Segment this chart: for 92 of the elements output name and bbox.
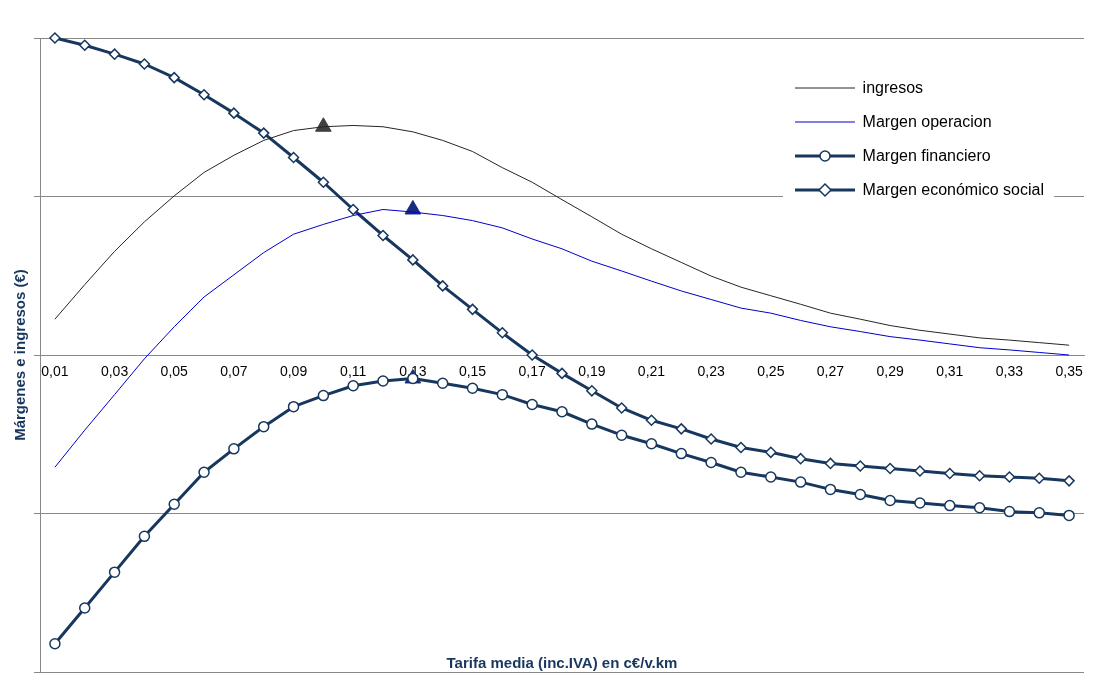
point	[317, 389, 330, 402]
point	[377, 229, 389, 242]
point	[198, 88, 210, 101]
point	[705, 433, 717, 445]
x-tick-label: 0,05	[160, 363, 189, 380]
point	[586, 385, 598, 397]
point	[914, 497, 926, 509]
point	[466, 303, 479, 316]
point	[78, 602, 91, 614]
point	[347, 380, 359, 392]
x-tick-label: 0,35	[1055, 363, 1083, 380]
point	[168, 498, 180, 511]
legend-label: Margen económico social	[862, 181, 1044, 199]
point	[914, 465, 926, 477]
x-tick-label: 0,29	[876, 363, 904, 380]
point	[794, 452, 807, 465]
x-tick-label: 0,09	[279, 363, 308, 380]
point	[973, 470, 986, 482]
point	[735, 441, 747, 454]
point	[556, 405, 568, 418]
point	[1033, 472, 1046, 485]
point	[466, 382, 479, 395]
point	[824, 457, 837, 470]
legend-label: Margen operacion	[862, 113, 992, 131]
point	[257, 420, 270, 433]
point	[615, 429, 628, 441]
x-tick-label: 0,03	[100, 363, 129, 380]
y-axis-title: Márgenes e ingresos (€)	[11, 269, 29, 441]
point	[675, 423, 688, 435]
point	[884, 462, 896, 475]
x-tick-label: 0,11	[340, 363, 367, 380]
x-axis-title: Tarifa media (inc.IVA) en c€/v.km	[446, 654, 678, 672]
point	[854, 488, 867, 501]
x-tick-label: 0,15	[458, 363, 487, 380]
point	[257, 127, 270, 139]
point	[556, 367, 568, 380]
point	[436, 377, 449, 389]
x-tick-label: 0,23	[697, 363, 725, 380]
point	[586, 418, 598, 430]
point	[496, 388, 509, 401]
point	[615, 402, 628, 414]
x-tick-label: 0,27	[816, 363, 845, 380]
x-tick-label: 0,25	[757, 363, 785, 380]
point	[735, 466, 747, 479]
point	[228, 107, 240, 119]
point	[944, 499, 956, 512]
x-tick-label: 0,17	[518, 363, 547, 380]
point	[138, 58, 151, 70]
point	[436, 280, 449, 292]
x-tick-label: 0,33	[995, 363, 1024, 380]
point	[645, 438, 658, 450]
legend-label: Margen financiero	[862, 147, 991, 165]
point	[794, 476, 807, 488]
x-tick-label: 0,31	[936, 363, 964, 380]
point	[228, 443, 240, 455]
point	[496, 327, 509, 339]
point	[1033, 507, 1046, 519]
x-tick-label: 0,07	[220, 363, 248, 380]
point	[824, 483, 837, 496]
point	[705, 456, 717, 469]
point	[765, 471, 777, 483]
point	[407, 254, 419, 266]
point	[49, 638, 61, 650]
point	[854, 460, 867, 472]
point	[347, 203, 359, 216]
point	[645, 414, 658, 427]
point	[377, 375, 389, 387]
point	[198, 466, 210, 479]
point	[49, 32, 61, 44]
point	[1063, 475, 1075, 487]
x-tick-label: 0,19	[578, 363, 606, 380]
legend-label: ingresos	[862, 79, 924, 97]
point	[884, 494, 896, 507]
point	[1003, 471, 1016, 483]
point	[108, 48, 121, 60]
point	[108, 566, 121, 578]
point	[317, 176, 330, 188]
point	[78, 39, 91, 52]
point	[287, 400, 300, 413]
point	[526, 349, 538, 361]
point	[526, 398, 538, 411]
point	[973, 502, 986, 514]
point	[1063, 509, 1075, 522]
point	[287, 151, 300, 164]
point	[675, 447, 688, 460]
point	[1003, 505, 1016, 518]
x-tick-label: 0,01	[41, 363, 69, 380]
point	[944, 467, 956, 480]
point	[765, 446, 777, 459]
point	[138, 530, 151, 543]
x-tick-label: 0,21	[637, 363, 666, 380]
point	[168, 71, 180, 84]
